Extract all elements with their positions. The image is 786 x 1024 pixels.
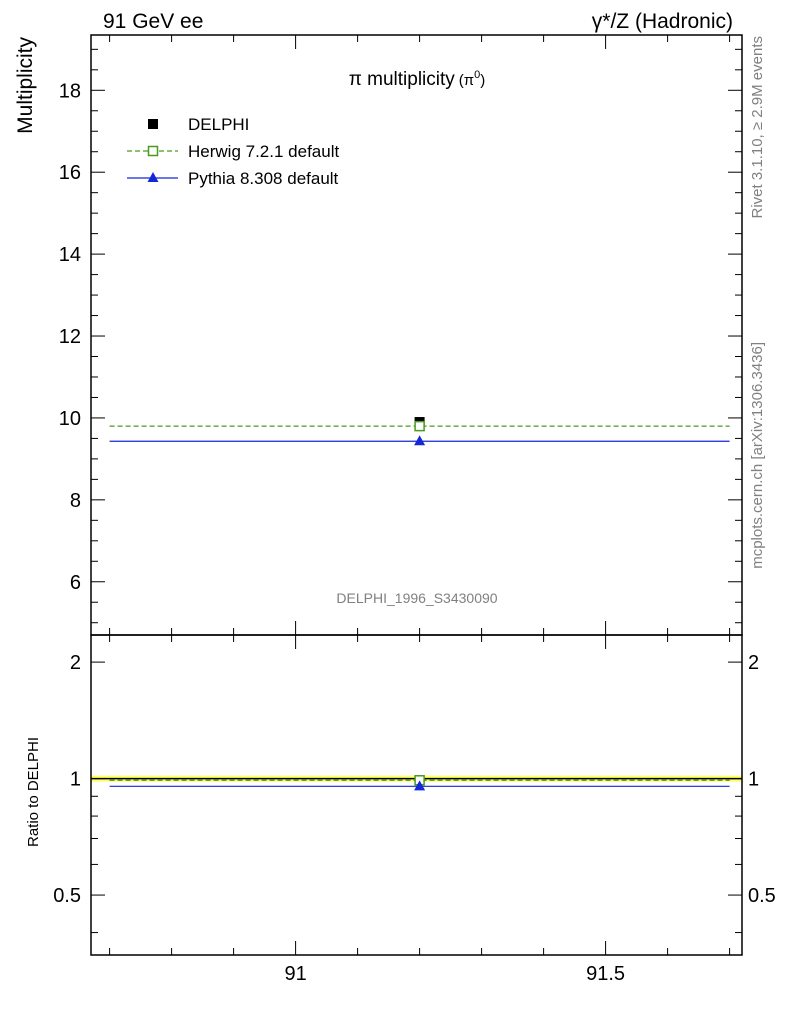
data-point xyxy=(414,435,426,446)
analysis-id-watermark: DELPHI_1996_S3430090 xyxy=(336,590,497,606)
mcplots-label: mcplots.cern.ch [arXiv:1306.3436] xyxy=(749,342,766,569)
main-axis-ticks: 6 8 10 12 14 16 18 xyxy=(59,35,742,635)
x-tick-label: 91 xyxy=(284,963,306,985)
y-tick-label: 14 xyxy=(59,244,81,266)
y-tick-label: 16 xyxy=(59,162,81,184)
legend-marker xyxy=(147,172,159,182)
legend-marker xyxy=(147,145,159,157)
data-point xyxy=(414,420,425,432)
main-series-group xyxy=(109,417,730,446)
ratio-axis-ticks: 0.5 0.5 1 1 2 2 91 91.5 xyxy=(53,635,776,985)
ratio-y-tick-label: 2 xyxy=(70,652,81,674)
y-tick-label: 12 xyxy=(59,326,81,348)
y-tick-label: 10 xyxy=(59,408,81,430)
legend-marker xyxy=(148,119,158,129)
y-axis-label: Multiplicity xyxy=(14,37,37,134)
ratio-y-tick-label-right: 0.5 xyxy=(748,885,776,907)
plot-title-main: π multiplicity xyxy=(349,69,456,90)
ratio-y-tick-label: 1 xyxy=(70,769,81,791)
plot-title-close: ) xyxy=(480,72,485,89)
header-right-label: γ*/Z (Hadronic) xyxy=(592,10,733,33)
ratio-y-tick-label-right: 1 xyxy=(748,769,759,791)
ratio-y-tick-label: 0.5 xyxy=(53,885,81,907)
y-tick-label: 8 xyxy=(70,490,81,512)
plot-title-suffix: (π xyxy=(459,72,474,89)
rivet-version-label: Rivet 3.1.10, ≥ 2.9M events xyxy=(749,36,766,219)
ratio-series-group xyxy=(109,775,730,791)
legend-label: Pythia 8.308 default xyxy=(188,169,339,188)
ratio-y-tick-label-right: 2 xyxy=(748,652,759,674)
legend-label: DELPHI xyxy=(188,115,249,134)
plot-title: π multiplicity (π0) xyxy=(349,69,486,90)
legend: DELPHI Herwig 7.2.1 default Pythia 8.308 d… xyxy=(127,115,339,188)
ratio-plot-frame xyxy=(90,634,743,956)
legend-label: Herwig 7.2.1 default xyxy=(188,142,339,161)
y-tick-label: 18 xyxy=(59,80,81,102)
ratio-y-axis-label: Ratio to DELPHI xyxy=(25,737,42,847)
data-point-ratio xyxy=(414,780,426,791)
plot-title-sup: 0 xyxy=(474,69,480,81)
y-tick-label: 6 xyxy=(70,572,81,594)
header-left-label: 91 GeV ee xyxy=(103,10,203,33)
x-tick-label: 91.5 xyxy=(586,963,625,985)
